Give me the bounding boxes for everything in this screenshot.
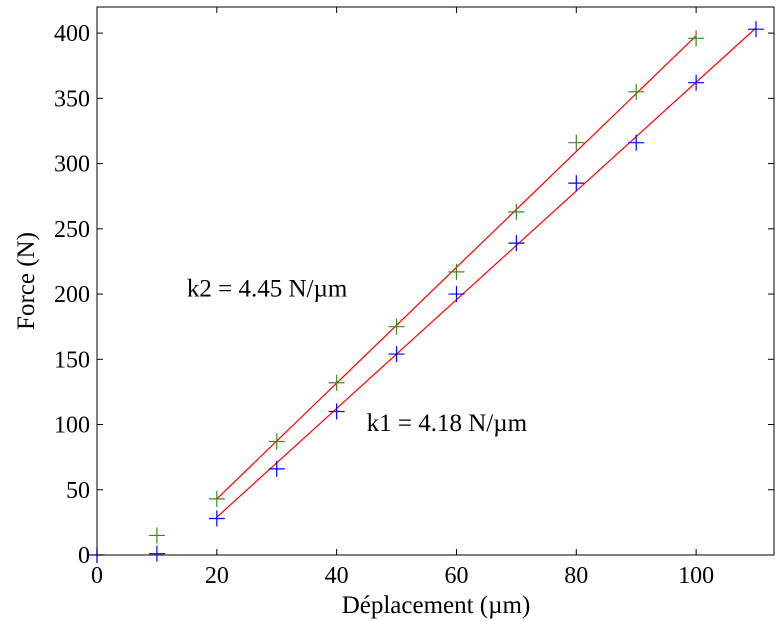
data-point-series-2: [628, 134, 645, 151]
data-point-series-1: [268, 433, 285, 450]
data-point-series-1: [388, 318, 405, 335]
data-point-series-1: [328, 374, 345, 391]
x-tick-label: 0: [91, 563, 103, 589]
fit-line-k1: [216, 27, 757, 518]
y-tick-label: 100: [54, 413, 90, 439]
k2-annotation: k2 = 4.45 N/µm: [187, 276, 348, 303]
x-tick-label: 20: [205, 563, 229, 589]
data-point-series-2: [268, 460, 285, 477]
k1-annotation: k1 = 4.18 N/µm: [367, 410, 528, 437]
data-point-series-2: [568, 175, 585, 192]
annotations: k2 = 4.45 N/µm k1 = 4.18 N/µm: [187, 276, 528, 437]
data-point-series-1: [508, 203, 525, 220]
x-axis-ticks: 0 20 40 60 80 100: [91, 7, 714, 589]
data-point-series-1: [628, 83, 645, 100]
y-axis-ticks: 0 50 100 150 200 250 300 350 400: [54, 21, 774, 569]
plot-area: [96, 6, 775, 556]
data-point-series-1: [568, 134, 585, 151]
y-tick-label: 200: [54, 282, 90, 308]
data-point-series-2: [328, 403, 345, 420]
data-point-series-2: [448, 286, 465, 303]
y-tick-label: 300: [54, 152, 90, 178]
data-point-series-1: [448, 263, 465, 280]
y-tick-label: 350: [54, 86, 90, 112]
data-points: [89, 21, 765, 563]
y-tick-label: 0: [78, 543, 90, 569]
y-tick-label: 400: [54, 21, 90, 47]
x-tick-label: 80: [564, 563, 588, 589]
data-point-series-2: [148, 545, 165, 562]
x-tick-label: 40: [325, 563, 349, 589]
data-point-series-2: [208, 510, 225, 527]
x-axis-title: Déplacement (µm): [342, 592, 531, 619]
data-point-series-2: [508, 235, 525, 252]
data-point-series-1: [208, 490, 225, 507]
x-tick-label: 60: [444, 563, 468, 589]
data-point-series-2: [748, 21, 765, 38]
data-point-series-1: [688, 30, 705, 47]
data-point-series-2: [688, 74, 705, 91]
data-point-series-1: [148, 527, 165, 544]
y-tick-label: 150: [54, 347, 90, 373]
y-tick-label: 250: [54, 217, 90, 243]
x-tick-label: 100: [678, 563, 714, 589]
y-tick-label: 50: [66, 478, 90, 504]
data-point-series-2: [388, 346, 405, 363]
y-axis-title: Force (N): [13, 232, 40, 330]
